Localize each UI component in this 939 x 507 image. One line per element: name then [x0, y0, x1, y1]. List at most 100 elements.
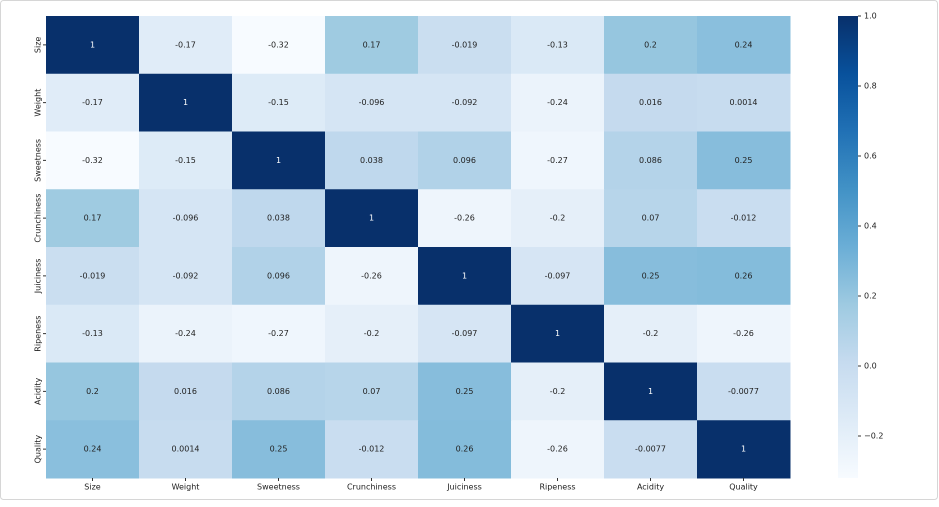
cell-label: -0.13 — [547, 40, 568, 49]
heatmap-cell — [232, 362, 326, 421]
cell-label: 0.0014 — [172, 445, 200, 454]
x-tick-label: Sweetness — [257, 483, 300, 492]
cell-label: 0.016 — [174, 387, 197, 396]
heatmap-cell — [511, 304, 605, 363]
cell-label: -0.24 — [547, 98, 568, 107]
heatmap-cell — [232, 189, 326, 248]
heatmap-cell — [46, 189, 140, 248]
heatmap-cell — [232, 73, 326, 132]
cell-label: 0.038 — [360, 156, 383, 165]
heatmap-cell — [46, 16, 140, 75]
cell-label: 0.2 — [644, 40, 657, 49]
heatmap-cell — [604, 362, 698, 421]
cell-label: -0.17 — [82, 98, 103, 107]
cell-label: 1 — [369, 214, 374, 223]
cell-label: 1 — [741, 445, 746, 454]
heatmap-cell — [325, 247, 419, 306]
cell-label: 0.096 — [267, 271, 290, 280]
heatmap-cell — [325, 16, 419, 75]
cell-label: 0.086 — [267, 387, 290, 396]
heatmap-cell — [325, 362, 419, 421]
heatmap-cell — [511, 189, 605, 248]
cell-label: 0.26 — [456, 445, 474, 454]
colorbar — [838, 16, 858, 478]
cell-label: 1 — [90, 40, 95, 49]
cell-label: 1 — [555, 329, 560, 338]
heatmap-cell — [418, 73, 512, 132]
heatmap-cell — [46, 362, 140, 421]
heatmap-cell — [139, 131, 233, 190]
cell-label: -0.13 — [82, 329, 103, 338]
y-tick-label: Weight — [34, 89, 43, 117]
heatmap-cell — [418, 189, 512, 248]
cell-label: 0.038 — [267, 214, 290, 223]
y-tick-label: Juiciness — [34, 259, 43, 295]
colorbar-tick-label: 1.0 — [864, 12, 877, 21]
heatmap-cell — [139, 362, 233, 421]
y-tick-label: Sweetness — [34, 139, 43, 182]
y-tick-label: Ripeness — [34, 316, 43, 352]
cell-label: -0.012 — [731, 214, 757, 223]
cell-label: 1 — [648, 387, 653, 396]
cell-label: -0.27 — [268, 329, 289, 338]
cell-label: 0.0014 — [730, 98, 758, 107]
heatmap-cell — [511, 16, 605, 75]
cell-label: 0.07 — [363, 387, 381, 396]
cell-label: 0.24 — [735, 40, 753, 49]
cell-label: -0.097 — [452, 329, 478, 338]
cell-label: 0.096 — [453, 156, 476, 165]
heatmap-cell — [697, 131, 791, 190]
heatmap-cell — [604, 73, 698, 132]
heatmap-cell — [511, 362, 605, 421]
heatmap-cell — [232, 16, 326, 75]
cell-label: -0.2 — [364, 329, 380, 338]
heatmap-cell — [511, 247, 605, 306]
cell-label: -0.019 — [452, 40, 478, 49]
heatmap-cell — [511, 131, 605, 190]
heatmap-cell — [139, 16, 233, 75]
heatmap-cell — [325, 304, 419, 363]
cell-label: -0.2 — [550, 214, 566, 223]
heatmap-cell — [697, 247, 791, 306]
cell-label: 0.17 — [84, 214, 102, 223]
heatmap-cell — [232, 131, 326, 190]
y-tick-label: Acidity — [34, 378, 43, 405]
cell-label: 0.25 — [642, 271, 660, 280]
heatmap-cell — [46, 73, 140, 132]
cell-label: -0.2 — [643, 329, 659, 338]
cell-label: 1 — [462, 271, 467, 280]
heatmap-cell — [697, 73, 791, 132]
cell-label: -0.26 — [361, 271, 382, 280]
cell-label: -0.26 — [547, 445, 568, 454]
heatmap-cell — [697, 420, 791, 479]
heatmap-cell — [139, 189, 233, 248]
colorbar-tick-label: 0.2 — [864, 292, 877, 301]
heatmap-cell — [604, 304, 698, 363]
colorbar-tick-label: −0.2 — [864, 432, 883, 441]
cell-label: -0.32 — [82, 156, 103, 165]
cell-label: 0.016 — [639, 98, 662, 107]
cell-label: 0.25 — [270, 445, 288, 454]
heatmap-cell — [139, 304, 233, 363]
heatmap-cell — [139, 247, 233, 306]
colorbar-tick-label: 0.0 — [864, 362, 877, 371]
cell-label: -0.012 — [359, 445, 385, 454]
heatmap-cell — [232, 420, 326, 479]
heatmap-cell — [697, 362, 791, 421]
heatmap-cell — [604, 189, 698, 248]
heatmap-cell — [697, 189, 791, 248]
heatmap-cell — [418, 16, 512, 75]
heatmap-cell — [511, 73, 605, 132]
heatmap-cell — [139, 73, 233, 132]
heatmap-cell — [604, 16, 698, 75]
heatmap-cell — [325, 131, 419, 190]
cell-label: 0.26 — [735, 271, 753, 280]
heatmap-cell — [46, 304, 140, 363]
colorbar-tick-label: 0.8 — [864, 82, 877, 91]
cell-label: -0.0077 — [728, 387, 759, 396]
x-tick-label: Weight — [172, 483, 200, 492]
x-tick-label: Quality — [729, 483, 758, 492]
cell-label: -0.24 — [175, 329, 196, 338]
